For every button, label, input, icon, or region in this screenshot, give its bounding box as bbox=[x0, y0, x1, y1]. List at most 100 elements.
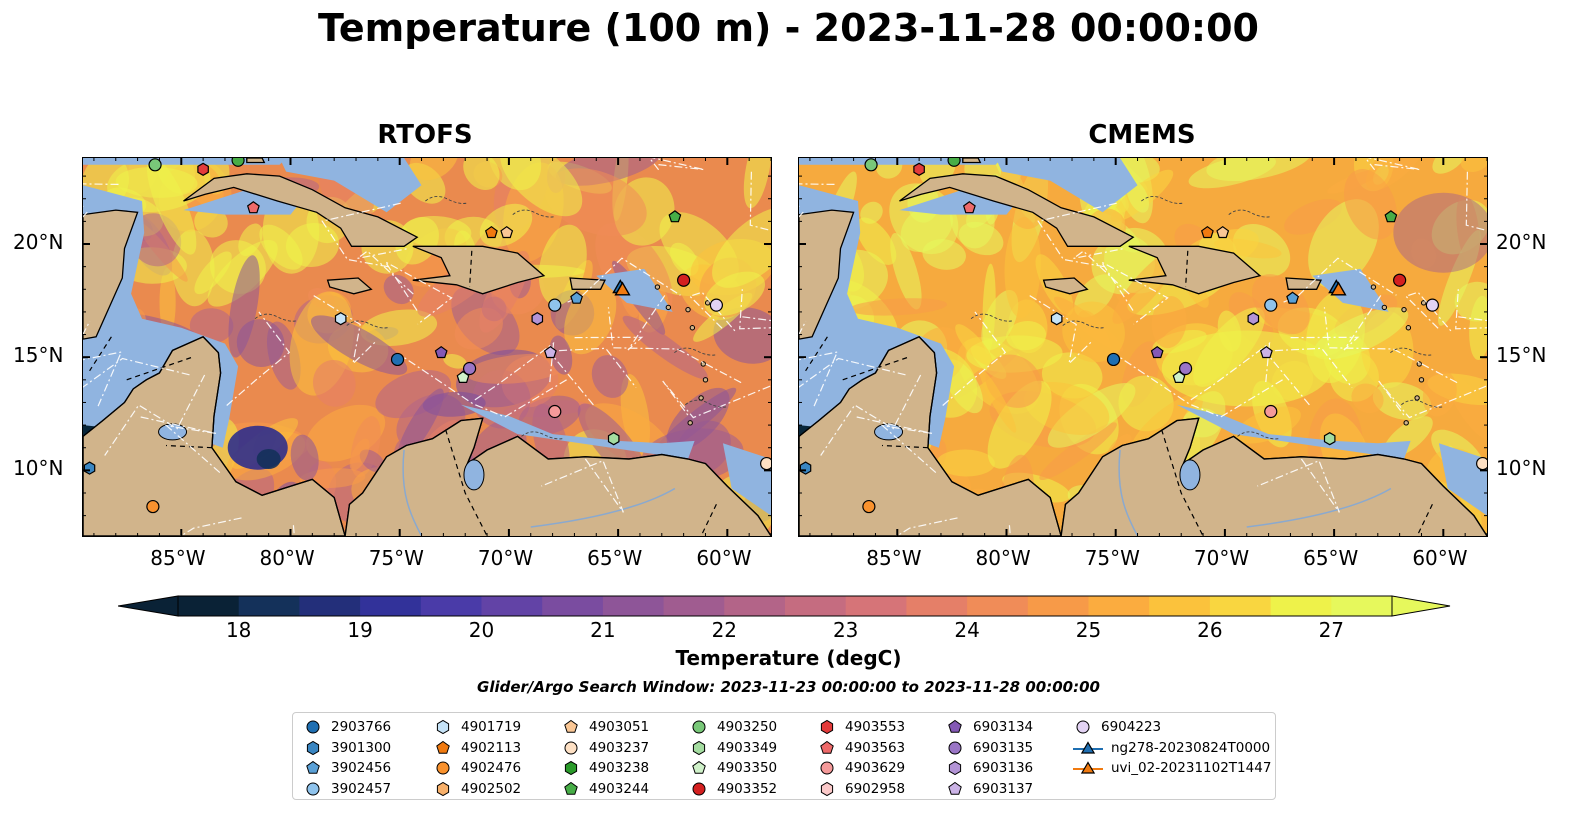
rtofs-map[interactable] bbox=[82, 157, 772, 537]
colorbar bbox=[118, 595, 1451, 617]
float-marker[interactable] bbox=[1200, 225, 1214, 239]
colorbar-tick-label: 24 bbox=[954, 618, 980, 642]
land-florida bbox=[246, 158, 266, 164]
float-marker[interactable] bbox=[709, 298, 723, 312]
float-marker[interactable] bbox=[760, 456, 771, 471]
legend-item: 4903250 bbox=[689, 717, 777, 738]
float-marker[interactable] bbox=[1178, 361, 1193, 376]
legend-item: 4901719 bbox=[433, 717, 521, 738]
pentagon-marker-icon bbox=[948, 781, 962, 795]
legend-item: 6902958 bbox=[817, 779, 905, 800]
cmems-map[interactable] bbox=[798, 157, 1488, 537]
float-marker[interactable] bbox=[570, 291, 584, 304]
land-yucatan bbox=[83, 209, 139, 340]
lat-tick-label-left: 15°N bbox=[13, 343, 64, 368]
circle-marker-icon bbox=[948, 741, 962, 755]
float-marker[interactable] bbox=[334, 312, 347, 326]
legend-label: 4903250 bbox=[717, 719, 778, 736]
float-marker[interactable] bbox=[1476, 456, 1487, 471]
legend-item: 6903137 bbox=[945, 779, 1033, 800]
float-marker[interactable] bbox=[1384, 210, 1398, 223]
float-marker[interactable] bbox=[456, 370, 470, 383]
colorbar-swatch bbox=[602, 596, 665, 616]
legend: 2903766 3901300 3902456 3902457 4901719 49021… bbox=[292, 712, 1276, 800]
float-marker[interactable] bbox=[1264, 404, 1278, 419]
colorbar-swatch bbox=[724, 596, 786, 616]
lon-tick-label: 60°W bbox=[1412, 546, 1468, 570]
colorbar-tick-label: 18 bbox=[225, 618, 252, 642]
float-marker[interactable] bbox=[83, 461, 96, 475]
legend-label: 3901300 bbox=[331, 739, 392, 756]
float-marker[interactable] bbox=[1425, 298, 1439, 312]
float-marker[interactable] bbox=[668, 210, 682, 223]
legend-item: 4903244 bbox=[561, 779, 649, 800]
float-marker[interactable] bbox=[1330, 281, 1347, 296]
float-marker[interactable] bbox=[484, 225, 498, 239]
legend-label: 4903349 bbox=[717, 739, 778, 756]
colorbar-max-extend bbox=[1391, 595, 1451, 617]
shallow-shelf bbox=[596, 268, 673, 312]
land-cuba bbox=[899, 173, 1135, 247]
float-marker[interactable] bbox=[1259, 345, 1273, 359]
legend-column: 6904223 ng278-20230824T0000 uvi_02-2023110… bbox=[1073, 717, 1271, 779]
colorbar-label: Temperature (degC) bbox=[675, 646, 902, 670]
legend-label: 4902476 bbox=[461, 760, 522, 777]
float-marker[interactable] bbox=[799, 461, 812, 475]
shallow-shelf bbox=[722, 443, 771, 516]
float-marker[interactable] bbox=[864, 158, 878, 172]
float-marker[interactable] bbox=[543, 345, 557, 359]
legend-label: 6903137 bbox=[973, 780, 1034, 797]
legend-item: 4903629 bbox=[817, 758, 905, 779]
float-marker[interactable] bbox=[1393, 273, 1407, 287]
float-marker[interactable] bbox=[947, 158, 961, 167]
float-marker[interactable] bbox=[434, 345, 448, 359]
float-marker[interactable] bbox=[548, 404, 562, 419]
float-marker[interactable] bbox=[390, 352, 405, 367]
legend-item: 4902476 bbox=[433, 758, 521, 779]
pentagon-marker-icon bbox=[820, 740, 834, 754]
land-puertorico bbox=[569, 277, 607, 290]
hexagon-marker-icon bbox=[692, 740, 706, 755]
legend-label: 4903352 bbox=[717, 780, 778, 797]
legend-label: 4903563 bbox=[845, 739, 906, 756]
legend-column: 2903766 3901300 3902456 3902457 bbox=[303, 717, 391, 799]
float-marker[interactable] bbox=[500, 225, 514, 239]
float-marker[interactable] bbox=[231, 158, 245, 167]
float-marker[interactable] bbox=[913, 162, 925, 176]
float-marker[interactable] bbox=[462, 361, 477, 376]
lon-tick-label: 80°W bbox=[975, 546, 1031, 570]
legend-label: 6903136 bbox=[973, 760, 1034, 777]
float-marker[interactable] bbox=[548, 298, 562, 312]
float-marker[interactable] bbox=[1150, 345, 1164, 359]
hexagon-marker-icon bbox=[306, 740, 320, 755]
float-marker[interactable] bbox=[1216, 225, 1230, 239]
legend-label: 6902958 bbox=[845, 780, 906, 797]
legend-item: uvi_02-20231102T1447 bbox=[1073, 758, 1271, 779]
hexagon-marker-icon bbox=[436, 720, 450, 735]
colorbar-tick-label: 21 bbox=[590, 618, 616, 642]
float-marker[interactable] bbox=[962, 201, 976, 214]
legend-item: 4903237 bbox=[561, 738, 649, 759]
legend-label: uvi_02-20231102T1447 bbox=[1111, 760, 1272, 777]
float-marker[interactable] bbox=[1323, 432, 1336, 446]
float-marker[interactable] bbox=[677, 273, 691, 287]
float-marker[interactable] bbox=[862, 499, 876, 514]
float-marker[interactable] bbox=[531, 312, 544, 326]
float-marker[interactable] bbox=[1286, 291, 1300, 304]
float-marker[interactable] bbox=[148, 158, 162, 172]
legend-label: ng278-20230824T0000 bbox=[1111, 739, 1271, 756]
float-marker[interactable] bbox=[1050, 312, 1063, 326]
float-marker[interactable] bbox=[1172, 370, 1186, 383]
float-marker[interactable] bbox=[607, 432, 620, 446]
float-marker[interactable] bbox=[614, 281, 631, 296]
legend-item: 2903766 bbox=[303, 717, 391, 738]
float-marker[interactable] bbox=[246, 201, 260, 214]
float-marker[interactable] bbox=[197, 162, 209, 176]
circle-marker-icon bbox=[436, 761, 450, 775]
float-marker[interactable] bbox=[1247, 312, 1260, 326]
lon-tick-label: 70°W bbox=[477, 546, 534, 570]
legend-label: 6904223 bbox=[1101, 719, 1162, 736]
float-marker[interactable] bbox=[146, 499, 160, 514]
float-marker[interactable] bbox=[1106, 352, 1121, 367]
float-marker[interactable] bbox=[1264, 298, 1278, 312]
